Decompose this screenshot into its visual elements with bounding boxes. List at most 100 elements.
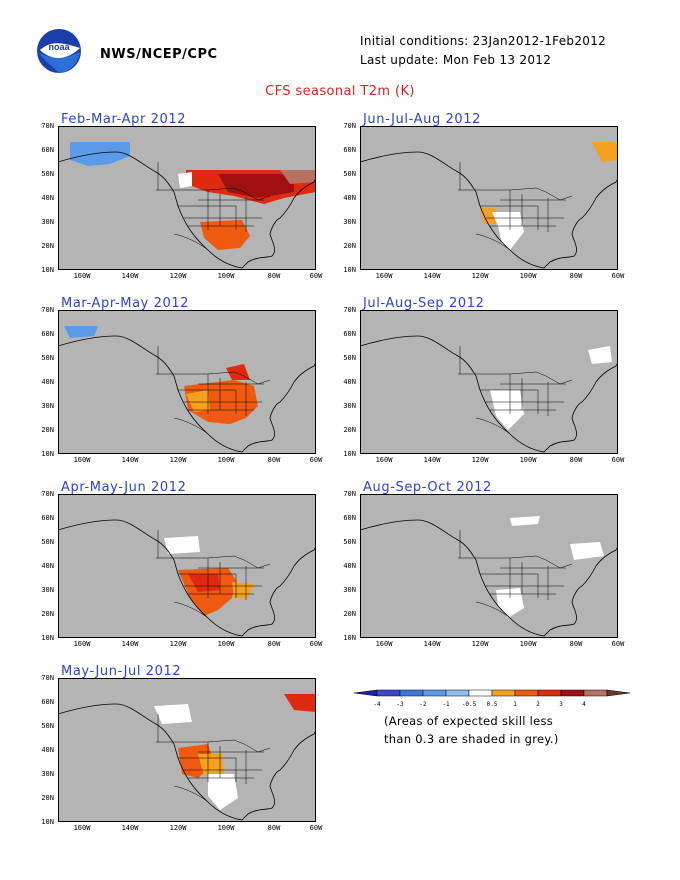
anomaly-region: [70, 142, 130, 166]
border-line: [458, 371, 573, 385]
map-frame: [360, 310, 618, 454]
border-line: [173, 601, 209, 619]
lon-label: 60W: [611, 456, 625, 464]
anomaly-region: [588, 346, 612, 364]
map-frame: [58, 310, 316, 454]
panel-title: May-Jun-Jul 2012: [61, 664, 182, 679]
border-line: [178, 573, 237, 598]
anomaly-region: [208, 774, 238, 810]
lon-label: 60W: [309, 824, 323, 832]
lon-label: 120W: [169, 824, 187, 832]
skill-mask: [360, 126, 618, 270]
lat-label: 20N: [343, 610, 356, 618]
lon-label: 140W: [423, 272, 441, 280]
anomaly-region: [492, 212, 524, 250]
lon-label: 160W: [73, 640, 91, 648]
lat-label: 10N: [41, 450, 54, 458]
forecast-map: [58, 126, 316, 270]
main-title: CFS seasonal T2m (K): [265, 84, 415, 99]
legend-swatch: [491, 689, 516, 697]
border-line: [480, 205, 539, 230]
border-line: [173, 233, 209, 251]
panel-aso: Aug-Sep-Oct 2012 70N 60N 50N 40N 30N 20N 10N 16…: [343, 480, 630, 650]
border-line: [156, 739, 271, 753]
border-line: [156, 555, 271, 569]
agency-name: NWS/NCEP/CPC: [100, 47, 218, 62]
lon-label: 60W: [309, 272, 323, 280]
lon-label: 100W: [217, 456, 235, 464]
anomaly-region: [178, 172, 192, 188]
lat-label: 30N: [343, 586, 356, 594]
skill-mask: [360, 494, 618, 638]
forecast-map: [58, 494, 316, 638]
border-line: [178, 389, 237, 414]
map-canvas: [58, 678, 316, 822]
lon-label: 140W: [423, 456, 441, 464]
lat-label: 50N: [41, 538, 54, 546]
lon-label: 60W: [309, 640, 323, 648]
lat-label: 60N: [343, 330, 356, 338]
anomaly-region: [186, 390, 210, 412]
lon-label: 100W: [519, 640, 537, 648]
legend-swatch: [560, 689, 585, 697]
anomaly-region: [200, 220, 250, 250]
lon-label: 160W: [73, 456, 91, 464]
legend-tick-label: 3: [559, 701, 563, 708]
anomaly-region: [496, 588, 524, 618]
border-line: [475, 601, 511, 619]
lon-label: 60W: [611, 640, 625, 648]
lon-label: 100W: [519, 272, 537, 280]
anomaly-region: [198, 754, 224, 776]
border-line: [156, 371, 271, 385]
lon-label: 120W: [169, 272, 187, 280]
lat-label: 10N: [343, 266, 356, 274]
border-line: [178, 757, 237, 782]
legend-tick-label: 0.5: [486, 701, 498, 708]
border-line: [178, 205, 237, 230]
border-line: [475, 233, 511, 251]
anomaly-region: [510, 516, 540, 526]
lat-label: 20N: [41, 242, 54, 250]
legend-swatch: [353, 689, 378, 697]
lat-label: 60N: [41, 514, 54, 522]
legend-swatch: [583, 689, 608, 697]
legend-tick-label: -0.5: [461, 701, 477, 708]
lat-label: 30N: [41, 586, 54, 594]
lat-label: 30N: [41, 218, 54, 226]
lat-label: 30N: [41, 402, 54, 410]
coastline: [58, 703, 316, 821]
legend-tick-label: -4: [373, 701, 381, 708]
legend-tick-label: 1: [513, 701, 517, 708]
border-line: [156, 187, 271, 201]
panel-jas: Jul-Aug-Sep 2012 70N 60N 50N 40N 30N 20N 10N 16…: [343, 296, 630, 466]
lon-label: 100W: [217, 272, 235, 280]
lat-label: 70N: [343, 122, 356, 130]
panel-title: Apr-May-Jun 2012: [61, 480, 187, 495]
anomaly-region: [284, 694, 316, 712]
panel-title: Mar-Apr-May 2012: [61, 296, 190, 311]
lat-label: 40N: [41, 746, 54, 754]
border-line: [480, 573, 539, 598]
legend-swatch: [376, 689, 401, 697]
legend-swatch: [514, 689, 539, 697]
lat-label: 10N: [41, 818, 54, 826]
lon-label: 80W: [267, 824, 281, 832]
coastline: [360, 519, 618, 637]
legend-tick-label: -3: [396, 701, 404, 708]
lat-label: 70N: [41, 122, 54, 130]
coastline: [58, 519, 316, 637]
map-frame: [360, 494, 618, 638]
noaa-logo: noaa: [37, 29, 81, 73]
lat-label: 60N: [41, 698, 54, 706]
panel-title: Feb-Mar-Apr 2012: [61, 112, 187, 127]
panel-title: Jul-Aug-Sep 2012: [363, 296, 485, 311]
border-line: [475, 417, 511, 435]
lon-label: 140W: [423, 640, 441, 648]
anomaly-region: [592, 142, 618, 162]
lon-label: 160W: [375, 456, 393, 464]
lat-label: 50N: [343, 354, 356, 362]
skill-note: (Areas of expected skill less than 0.3 a…: [384, 712, 559, 748]
skill-mask: [58, 494, 316, 638]
lon-label: 160W: [375, 272, 393, 280]
lat-label: 40N: [41, 378, 54, 386]
